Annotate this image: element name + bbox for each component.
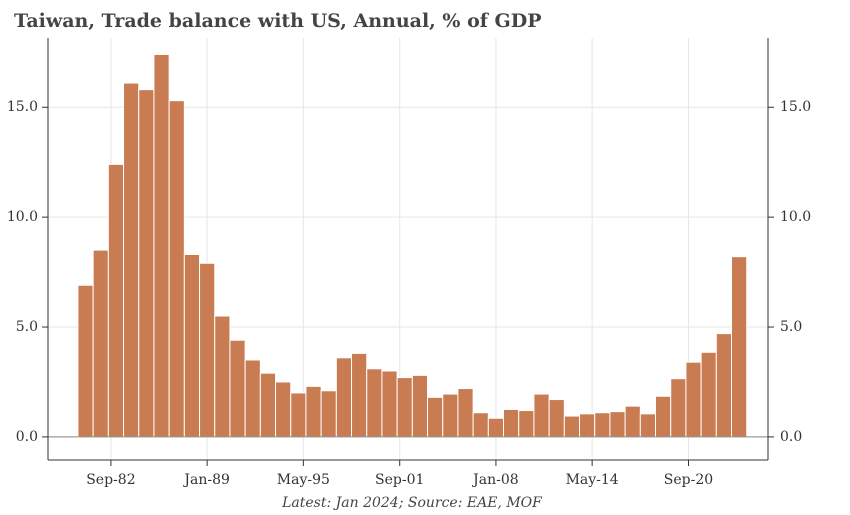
bar <box>381 370 398 438</box>
bar <box>123 82 140 438</box>
bar <box>442 393 459 438</box>
bar <box>153 53 170 438</box>
bar <box>229 339 246 438</box>
bar <box>214 315 231 438</box>
bar <box>624 405 641 438</box>
bar <box>685 361 702 438</box>
bar <box>487 417 505 438</box>
bar <box>548 399 565 438</box>
bar <box>670 378 687 438</box>
bar <box>183 253 201 438</box>
footnote: Latest: Jan 2024; Source: EAE, MOF <box>281 495 543 511</box>
x-tick-label: Sep-20 <box>664 472 713 488</box>
bar <box>639 413 657 438</box>
y-tick-label: 10.0 <box>7 209 38 225</box>
x-tick-label: Jan-08 <box>471 472 519 488</box>
bar <box>305 385 322 438</box>
bar <box>579 413 596 438</box>
bar <box>427 396 444 438</box>
bar <box>335 357 353 438</box>
x-tick-label: May-14 <box>566 472 619 488</box>
bar <box>518 410 535 438</box>
bar <box>609 411 626 438</box>
bar <box>259 372 277 438</box>
bar <box>320 390 337 438</box>
bar <box>533 393 550 438</box>
bar <box>472 412 489 438</box>
bar <box>396 377 413 438</box>
bar <box>503 408 520 438</box>
bar <box>594 412 611 438</box>
bar <box>92 249 109 438</box>
bar <box>700 351 717 438</box>
chart-title: Taiwan, Trade balance with US, Annual, %… <box>14 10 542 32</box>
x-tick-label: Sep-01 <box>375 472 424 488</box>
bar <box>275 381 292 438</box>
bar <box>168 100 185 438</box>
x-tick-label: Jan-89 <box>182 472 230 488</box>
bar <box>107 163 125 438</box>
bar <box>290 392 307 438</box>
bar <box>457 388 474 438</box>
x-tick-label: Sep-82 <box>86 472 135 488</box>
y-tick-label: 5.0 <box>16 319 38 335</box>
y2-tick-label: 15.0 <box>780 99 811 115</box>
x-tick-label: May-95 <box>277 472 330 488</box>
y2-tick-label: 5.0 <box>780 319 802 335</box>
y2-tick-label: 10.0 <box>780 209 811 225</box>
y-tick-label: 0.0 <box>16 429 38 445</box>
bar <box>199 262 216 438</box>
bar <box>563 415 581 438</box>
y-tick-label: 15.0 <box>7 99 38 115</box>
bar <box>731 256 748 438</box>
bar <box>351 352 368 438</box>
bar <box>366 368 383 438</box>
bar <box>138 89 155 438</box>
bar <box>411 374 429 438</box>
bar <box>655 395 672 438</box>
bar <box>715 333 733 438</box>
bar <box>244 359 261 438</box>
y2-tick-label: 0.0 <box>780 429 802 445</box>
bar <box>77 284 94 438</box>
